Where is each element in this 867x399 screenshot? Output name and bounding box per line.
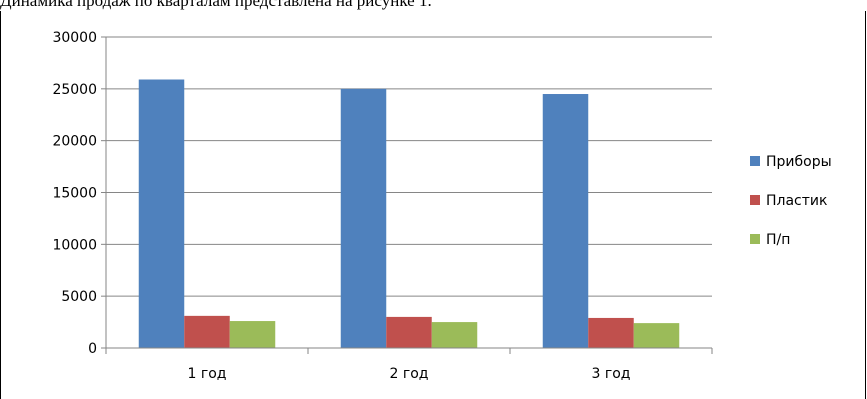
legend-swatch — [750, 234, 760, 244]
y-tick-label: 20000 — [52, 134, 97, 150]
bar-1-3 — [542, 94, 589, 349]
bar-2-2 — [386, 316, 432, 348]
x-tick-label: 1 год — [188, 366, 227, 382]
y-tick-label: 5000 — [61, 289, 97, 305]
y-tick-label: 30000 — [52, 30, 97, 46]
bar-1-2 — [340, 88, 387, 348]
y-tick-label: 0 — [88, 341, 97, 357]
y-axis-ticks: 0 5000 10000 15000 20000 25000 30000 — [52, 30, 106, 357]
x-axis-ticks: 1 год 2 год 3 год — [105, 348, 713, 382]
bar-2-3 — [588, 317, 634, 348]
gridlines — [106, 36, 712, 297]
legend-swatch — [750, 195, 760, 205]
legend: Приборы Пластик П/п — [750, 154, 832, 248]
legend-label: Приборы — [766, 154, 832, 170]
bar-3-3 — [633, 323, 680, 348]
legend-label: Пластик — [766, 193, 827, 209]
y-tick-label: 15000 — [52, 186, 97, 202]
x-tick-label: 3 год — [592, 366, 631, 382]
legend-swatch — [750, 156, 760, 166]
legend-label: П/п — [766, 232, 790, 248]
x-tick-label: 2 год — [390, 366, 429, 382]
figure-caption: Динамика продаж по кварталам представлен… — [0, 0, 432, 10]
bar-3-2 — [431, 322, 478, 348]
bar-2-1 — [184, 315, 230, 348]
y-tick-label: 25000 — [52, 82, 97, 98]
bars — [138, 79, 680, 349]
bar-3-1 — [229, 321, 276, 348]
bar-chart: 0 5000 10000 15000 20000 25000 30000 1 год 2 го… — [52, 30, 832, 382]
bar-1-1 — [138, 79, 185, 349]
y-tick-label: 10000 — [52, 237, 97, 253]
chart-area: 0 5000 10000 15000 20000 25000 30000 1 год 2 го… — [0, 11, 866, 399]
